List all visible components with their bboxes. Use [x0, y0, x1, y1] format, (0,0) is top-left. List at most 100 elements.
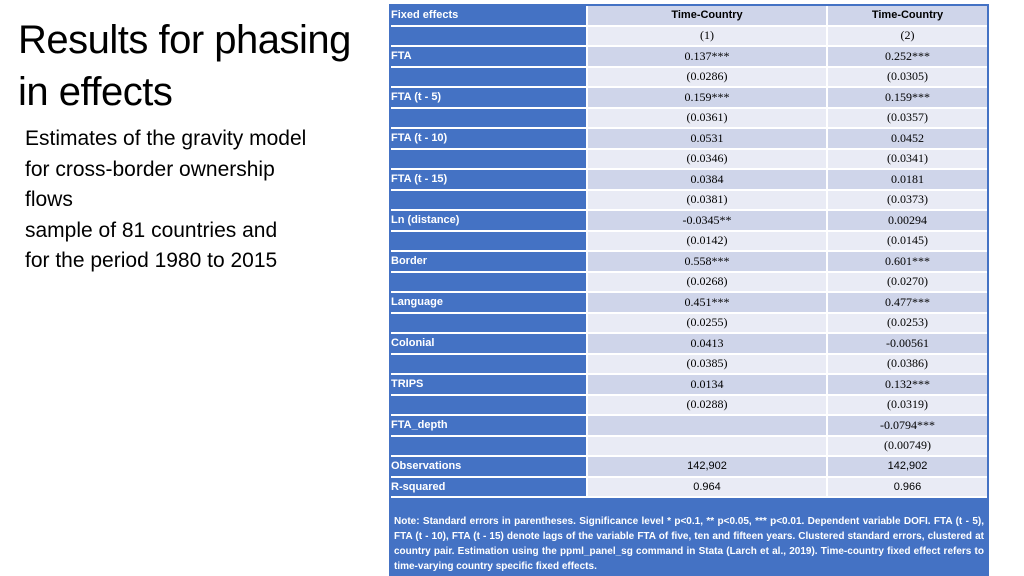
coefficient-row: FTA (t - 5) 0.159*** 0.159***	[391, 88, 987, 109]
standard-error-col-1: (0.0346)	[588, 149, 828, 170]
table-note: Note: Standard errors in parentheses. Si…	[394, 516, 984, 572]
blank-label-cell	[391, 436, 588, 457]
r-squared-row: R-squared 0.964 0.966	[391, 477, 987, 498]
description-line: sample of 81 countries and	[25, 218, 278, 242]
fixed-effects-label: Fixed effects	[391, 6, 588, 27]
model-number-row: (1) (2)	[391, 26, 987, 47]
coefficient-col-1: -0.0345**	[588, 211, 828, 232]
coefficient-col-2: -0.00561	[828, 334, 987, 355]
coefficient-col-1: 0.0384	[588, 170, 828, 191]
coefficient-col-1: 0.137***	[588, 47, 828, 68]
standard-error-row: (0.0385) (0.0386)	[391, 354, 987, 375]
observations-col-2: 142,902	[828, 457, 987, 478]
coefficient-col-2: 0.00294	[828, 211, 987, 232]
coefficient-col-2: 0.0181	[828, 170, 987, 191]
regression-results-table: Fixed effects Time-Country Time-Country …	[391, 6, 987, 498]
standard-error-row: (0.0381) (0.0373)	[391, 190, 987, 211]
standard-error-row: (0.0346) (0.0341)	[391, 149, 987, 170]
variable-label: FTA (t - 15)	[391, 170, 588, 191]
description-line: for the period 1980 to 2015	[25, 249, 278, 273]
standard-error-col-2: (0.0357)	[828, 108, 987, 129]
variable-label: Border	[391, 252, 588, 273]
coefficient-col-2: 0.477***	[828, 293, 987, 314]
coefficient-row: FTA (t - 15) 0.0384 0.0181	[391, 170, 987, 191]
blank-label-cell	[391, 354, 588, 375]
standard-error-col-1: (0.0381)	[588, 190, 828, 211]
coefficient-row: TRIPS 0.0134 0.132***	[391, 375, 987, 396]
variable-label: FTA_depth	[391, 416, 588, 437]
coefficient-col-2: 0.159***	[828, 88, 987, 109]
coefficient-col-1: 0.0134	[588, 375, 828, 396]
coefficient-row: FTA (t - 10) 0.0531 0.0452	[391, 129, 987, 150]
blank-label-cell	[391, 272, 588, 293]
standard-error-col-2: (0.0270)	[828, 272, 987, 293]
coefficient-col-2: 0.0452	[828, 129, 987, 150]
variable-label: FTA	[391, 47, 588, 68]
standard-error-row: (0.0361) (0.0357)	[391, 108, 987, 129]
description-line: Estimates of the gravity model	[25, 127, 307, 150]
variable-label: Language	[391, 293, 588, 314]
standard-error-row: (0.0255) (0.0253)	[391, 313, 987, 334]
coefficient-col-1	[588, 416, 828, 437]
blank-label-cell	[391, 108, 588, 129]
variable-label: Ln (distance)	[391, 211, 588, 232]
standard-error-col-2: (0.0341)	[828, 149, 987, 170]
observations-row: Observations 142,902 142,902	[391, 457, 987, 478]
table-header-row: Fixed effects Time-Country Time-Country	[391, 6, 987, 27]
blank-label-cell	[391, 26, 588, 47]
column-2-header: Time-Country	[828, 6, 987, 27]
standard-error-row: (0.0268) (0.0270)	[391, 272, 987, 293]
standard-error-col-1: (0.0268)	[588, 272, 828, 293]
coefficient-row: FTA 0.137*** 0.252***	[391, 47, 987, 68]
standard-error-col-2: (0.0305)	[828, 67, 987, 88]
slide-title-line-1: Results for phasing	[18, 18, 351, 62]
variable-label: FTA (t - 5)	[391, 88, 588, 109]
standard-error-col-2: (0.00749)	[828, 436, 987, 457]
slide-description: Estimates of the gravity model for cross…	[25, 124, 370, 277]
r-squared-col-1: 0.964	[588, 477, 828, 498]
standard-error-col-2: (0.0386)	[828, 354, 987, 375]
column-1-header: Time-Country	[588, 6, 828, 27]
standard-error-row: (0.0142) (0.0145)	[391, 231, 987, 252]
slide-title-line-2: in effects	[18, 70, 173, 114]
standard-error-col-1: (0.0288)	[588, 395, 828, 416]
model-1-number: (1)	[588, 26, 828, 47]
coefficient-col-1: 0.451***	[588, 293, 828, 314]
standard-error-col-2: (0.0145)	[828, 231, 987, 252]
standard-error-col-1: (0.0361)	[588, 108, 828, 129]
variable-label: TRIPS	[391, 375, 588, 396]
description-line: flows	[25, 188, 73, 212]
model-2-number: (2)	[828, 26, 987, 47]
coefficient-col-2: 0.132***	[828, 375, 987, 396]
coefficient-row: Colonial 0.0413 -0.00561	[391, 334, 987, 355]
coefficient-col-1: 0.159***	[588, 88, 828, 109]
standard-error-col-2: (0.0373)	[828, 190, 987, 211]
standard-error-col-2: (0.0319)	[828, 395, 987, 416]
slide-title: Results for phasing in effects	[18, 14, 378, 118]
variable-label: Colonial	[391, 334, 588, 355]
standard-error-row: (0.0286) (0.0305)	[391, 67, 987, 88]
blank-label-cell	[391, 395, 588, 416]
coefficient-col-1: 0.0531	[588, 129, 828, 150]
coefficient-col-2: 0.601***	[828, 252, 987, 273]
standard-error-col-1: (0.0286)	[588, 67, 828, 88]
standard-error-col-1: (0.0385)	[588, 354, 828, 375]
description-line: for cross-border ownership	[25, 157, 275, 181]
blank-label-cell	[391, 313, 588, 334]
blank-label-cell	[391, 190, 588, 211]
standard-error-col-1	[588, 436, 828, 457]
standard-error-col-1: (0.0142)	[588, 231, 828, 252]
coefficient-col-1: 0.0413	[588, 334, 828, 355]
variable-label: FTA (t - 10)	[391, 129, 588, 150]
blank-label-cell	[391, 67, 588, 88]
coefficient-col-2: 0.252***	[828, 47, 987, 68]
r-squared-label: R-squared	[391, 477, 588, 498]
coefficient-row: Language 0.451*** 0.477***	[391, 293, 987, 314]
coefficient-col-1: 0.558***	[588, 252, 828, 273]
coefficient-row: FTA_depth -0.0794***	[391, 416, 987, 437]
coefficient-col-2: -0.0794***	[828, 416, 987, 437]
standard-error-row: (0.0288) (0.0319)	[391, 395, 987, 416]
coefficient-row: Border 0.558*** 0.601***	[391, 252, 987, 273]
standard-error-row: (0.00749)	[391, 436, 987, 457]
r-squared-col-2: 0.966	[828, 477, 987, 498]
